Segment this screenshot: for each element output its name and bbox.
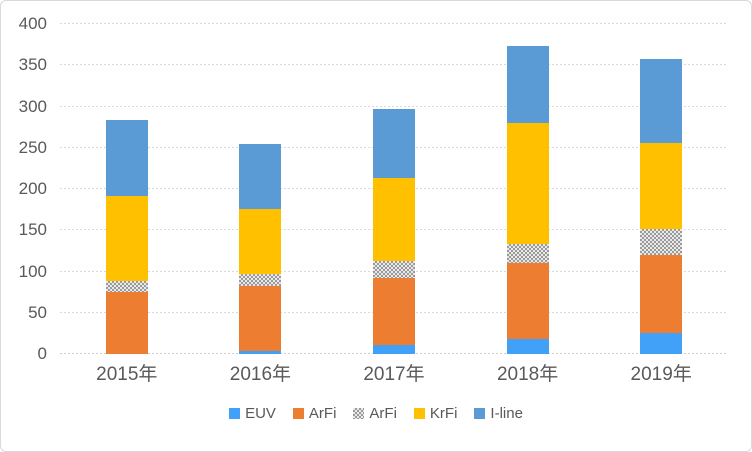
x-axis-tick-label-2018年: 2018年: [496, 364, 559, 385]
legend: EUV ArFi ArFi KrFi I-line: [1, 405, 751, 422]
y-axis-tick-label-200: 200: [18, 179, 47, 198]
bar-segment-arfi-1-2017年: [373, 278, 415, 345]
y-axis-tick-label-100: 100: [18, 261, 47, 281]
bar-segment-arfi-2-2015年: [105, 280, 148, 293]
legend-item-arfi-2: ArFi: [353, 405, 397, 422]
bar-segment-krfi-3-2018年: [506, 123, 549, 245]
legend-item-euv-0: EUV: [229, 405, 276, 422]
bar-segment-euv-0-2018年: [506, 339, 549, 354]
legend-swatch-arfi-1: [292, 408, 304, 419]
bar-segment-euv-0-2019年: [640, 333, 683, 354]
legend-swatch-i-line-4: [474, 408, 486, 419]
legend-swatch-euv-0: [229, 408, 241, 419]
bar-segment-i-line-4-2017年: [373, 109, 415, 179]
legend-item-krfi-3: KrFi: [413, 405, 458, 422]
bar-segment-krfi-3-2015年: [105, 195, 148, 281]
plot-area: [60, 23, 728, 354]
legend-item-i-line-4: I-line: [474, 405, 523, 422]
bar-segment-arfi-1-2019年: [640, 255, 683, 334]
bar-segment-arfi-2-2016年: [239, 273, 282, 287]
bar-segment-euv-0-2016年: [239, 350, 282, 354]
gridline-400: [60, 23, 728, 24]
bar-2018年: [506, 46, 549, 354]
x-axis-tick-label-2015年: 2015年: [96, 364, 158, 385]
bar-2017年: [373, 109, 415, 354]
bar-segment-arfi-2-2017年: [373, 260, 415, 279]
bar-segment-euv-0-2017年: [373, 344, 415, 354]
x-axis-tick-label-2016年: 2016年: [229, 364, 292, 385]
bar-2019年: [640, 58, 683, 354]
x-axis-tick-label-2017年: 2017年: [363, 364, 425, 385]
y-axis-tick-label-50: 50: [28, 302, 47, 322]
bar-segment-i-line-4-2016年: [239, 143, 282, 209]
bar-segment-arfi-1-2015年: [105, 292, 148, 354]
legend-label-i-line-4: I-line: [490, 405, 523, 422]
gridline-350: [60, 64, 728, 66]
legend-swatch-krfi-3: [413, 408, 425, 419]
legend-item-arfi-1: ArFi: [292, 405, 337, 422]
bar-segment-arfi-2-2018年: [506, 244, 549, 264]
y-axis-tick-label-0: 0: [37, 344, 47, 363]
legend-label-euv-0: EUV: [245, 405, 276, 422]
y-axis-tick-label-300: 300: [18, 96, 47, 116]
x-axis: 2015年 2016年 2017年 2018年 2019年: [60, 362, 728, 388]
bar-segment-i-line-4-2019年: [640, 58, 683, 143]
bar-2016年: [239, 143, 282, 354]
bar-segment-krfi-3-2016年: [239, 208, 282, 274]
bar-segment-i-line-4-2015年: [105, 119, 148, 196]
y-axis: 0 50 100 150 200 250 300 350 400: [1, 1, 47, 451]
bar-2015年: [105, 119, 148, 354]
bar-segment-krfi-3-2017年: [373, 178, 415, 261]
legend-label-krfi-3: KrFi: [429, 405, 458, 422]
y-axis-tick-label-150: 150: [18, 220, 47, 240]
y-axis-tick-label-350: 350: [18, 55, 47, 75]
y-axis-tick-label-400: 400: [18, 14, 47, 33]
legend-label-arfi-1: ArFi: [308, 405, 337, 422]
legend-label-arfi-2: ArFi: [369, 405, 397, 422]
x-axis-tick-label-2019年: 2019年: [630, 364, 692, 385]
bar-segment-arfi-2-2019年: [640, 228, 683, 255]
bar-segment-i-line-4-2018年: [506, 46, 549, 124]
gridline-300: [60, 105, 728, 107]
y-axis-tick-label-250: 250: [18, 137, 47, 157]
bar-segment-arfi-1-2016年: [239, 286, 282, 351]
bar-segment-arfi-1-2018年: [506, 263, 549, 340]
legend-swatch-arfi-2: [353, 408, 365, 419]
bar-segment-krfi-3-2019年: [640, 142, 683, 229]
